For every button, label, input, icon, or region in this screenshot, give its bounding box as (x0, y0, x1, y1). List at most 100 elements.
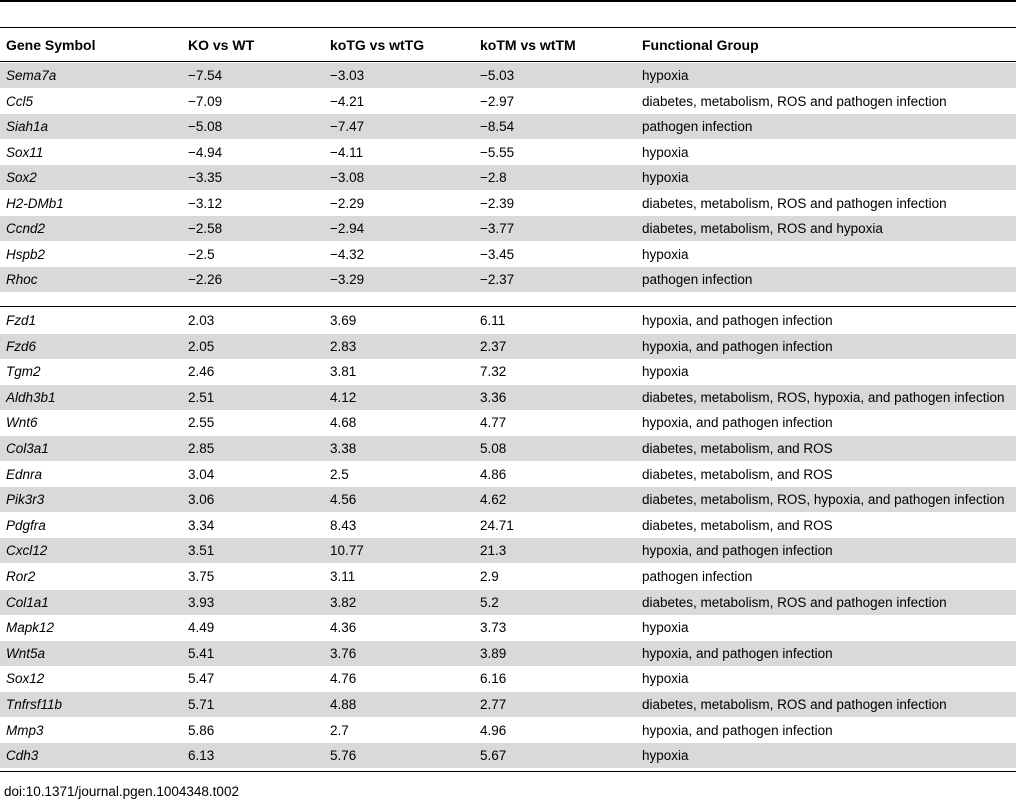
header-top-rule (0, 27, 1016, 28)
cell-gene-symbol: Ednra (6, 466, 43, 482)
table-row: Col1a1 3.93 3.82 5.2 diabetes, metabolism, R… (0, 589, 1016, 615)
cell-kotm-vs-wttm: −8.54 (480, 119, 515, 134)
table-row: Ccnd2 −2.58 −2.94 −3.77 diabetes, metabolism… (0, 216, 1016, 241)
cell-kotm-vs-wttm: 3.36 (480, 389, 507, 405)
cell-kotg-vs-wttg: 4.36 (330, 620, 357, 636)
cell-ko-vs-wt: 5.41 (188, 645, 215, 661)
cell-ko-vs-wt: 3.04 (188, 466, 215, 482)
table-row: Mapk12 4.49 4.36 3.73 hypoxia (0, 615, 1016, 640)
cell-kotg-vs-wttg: −4.21 (330, 93, 365, 109)
cell-gene-symbol: Siah1a (6, 119, 49, 134)
cell-kotg-vs-wttg: 4.76 (330, 671, 357, 687)
cell-ko-vs-wt: −2.5 (188, 246, 215, 262)
table-row: Sox11 −4.94 −4.11 −5.55 hypoxia (0, 140, 1016, 165)
cell-functional-group: diabetes, metabolism, and ROS (642, 466, 833, 482)
cell-functional-group: hypoxia (642, 671, 689, 687)
cell-kotm-vs-wttm: 4.62 (480, 492, 507, 508)
cell-functional-group: diabetes, metabolism, ROS and pathogen i… (642, 697, 947, 712)
cell-gene-symbol: H2-DMb1 (6, 195, 64, 211)
cell-gene-symbol: Fzd6 (6, 338, 37, 354)
cell-ko-vs-wt: 5.71 (188, 697, 215, 712)
table-row: Cdh3 6.13 5.76 5.67 hypoxia (0, 743, 1016, 769)
cell-ko-vs-wt: −3.12 (188, 195, 223, 211)
cell-ko-vs-wt: −3.35 (188, 170, 223, 185)
table-row: Sox2 −3.35 −3.08 −2.8 hypoxia (0, 165, 1016, 190)
cell-functional-group: pathogen infection (642, 119, 753, 134)
cell-functional-group: diabetes, metabolism, ROS and hypoxia (642, 221, 883, 236)
cell-ko-vs-wt: 3.34 (188, 517, 215, 533)
cell-kotg-vs-wttg: 4.88 (330, 697, 357, 712)
cell-gene-symbol: Ccnd2 (6, 221, 46, 236)
cell-kotg-vs-wttg: −3.03 (330, 68, 365, 83)
cell-ko-vs-wt: −2.26 (188, 272, 223, 287)
cell-ko-vs-wt: 2.51 (188, 389, 215, 405)
cell-gene-symbol: Pdgfra (6, 517, 46, 533)
cell-ko-vs-wt: 2.03 (188, 313, 215, 328)
table-row: H2-DMb1 −3.12 −2.29 −2.39 diabetes, metaboli… (0, 191, 1016, 216)
cell-kotm-vs-wttm: −3.77 (480, 221, 515, 236)
cell-kotg-vs-wttg: 3.81 (330, 364, 357, 380)
cell-functional-group: hypoxia (642, 620, 689, 636)
cell-ko-vs-wt: 4.49 (188, 620, 215, 636)
table-top-rule (0, 0, 1016, 2)
table-row: Sema7a −7.54 −3.03 −5.03 hypoxia (0, 63, 1016, 88)
cell-functional-group: hypoxia, and pathogen infection (642, 543, 833, 559)
cell-kotg-vs-wttg: 3.76 (330, 645, 357, 661)
cell-kotm-vs-wttm: 2.9 (480, 569, 499, 584)
cell-functional-group: hypoxia (642, 364, 689, 380)
cell-functional-group: hypoxia, and pathogen infection (642, 415, 833, 431)
cell-kotg-vs-wttg: 10.77 (330, 543, 364, 559)
cell-ko-vs-wt: 6.13 (188, 748, 215, 764)
cell-functional-group: diabetes, metabolism, and ROS (642, 517, 833, 533)
cell-gene-symbol: Mapk12 (6, 620, 55, 636)
cell-kotm-vs-wttm: 5.08 (480, 441, 507, 456)
cell-functional-group: hypoxia (642, 68, 689, 83)
table-row: Ednra 3.04 2.5 4.86 diabetes, metabolism, an… (0, 462, 1016, 487)
table-row: Ror2 3.75 3.11 2.9 pathogen infection (0, 564, 1016, 589)
cell-ko-vs-wt: −2.58 (188, 221, 223, 236)
cell-functional-group: hypoxia, and pathogen infection (642, 313, 833, 328)
cell-kotm-vs-wttm: −2.39 (480, 195, 515, 211)
cell-kotg-vs-wttg: 3.38 (330, 441, 357, 456)
cell-kotg-vs-wttg: 3.11 (330, 569, 356, 584)
cell-kotm-vs-wttm: 24.71 (480, 517, 514, 533)
doi-caption: doi:10.1371/journal.pgen.1004348.t002 (4, 784, 239, 799)
column-header-gene-symbol: Gene Symbol (6, 37, 96, 53)
header-bottom-rule (0, 61, 1016, 62)
cell-gene-symbol: Fzd1 (6, 313, 37, 328)
cell-kotg-vs-wttg: −4.11 (330, 144, 364, 160)
cell-functional-group: pathogen infection (642, 569, 753, 584)
cell-kotg-vs-wttg: 8.43 (330, 517, 357, 533)
cell-ko-vs-wt: 2.46 (188, 364, 215, 380)
cell-functional-group: diabetes, metabolism, ROS, hypoxia, and … (642, 389, 1005, 405)
cell-kotm-vs-wttm: −5.55 (480, 144, 515, 160)
table-row: Fzd6 2.05 2.83 2.37 hypoxia, and pathogen in… (0, 333, 1016, 359)
cell-ko-vs-wt: −4.94 (188, 144, 223, 160)
cell-kotm-vs-wttm: 2.77 (480, 697, 507, 712)
cell-functional-group: hypoxia (642, 246, 689, 262)
cell-ko-vs-wt: 2.55 (188, 415, 215, 431)
cell-kotm-vs-wttm: 7.32 (480, 364, 507, 380)
cell-ko-vs-wt: −7.09 (188, 93, 223, 109)
cell-functional-group: hypoxia, and pathogen infection (642, 645, 833, 661)
cell-kotm-vs-wttm: 4.77 (480, 415, 507, 431)
cell-gene-symbol: Ror2 (6, 569, 36, 584)
cell-kotm-vs-wttm: −2.8 (480, 170, 507, 185)
table-bottom-rule (0, 771, 1016, 772)
cell-kotm-vs-wttm: 21.3 (480, 543, 507, 559)
table-row: Mmp3 5.86 2.7 4.96 hypoxia, and pathogen inf… (0, 718, 1016, 743)
cell-gene-symbol: Cxcl12 (6, 543, 48, 559)
cell-kotg-vs-wttg: 3.69 (330, 313, 357, 328)
cell-functional-group: diabetes, metabolism, ROS, hypoxia, and … (642, 492, 1005, 508)
table-row: Aldh3b1 2.51 4.12 3.36 diabetes, metabolism,… (0, 384, 1016, 410)
cell-gene-symbol: Col3a1 (6, 441, 49, 456)
cell-kotg-vs-wttg: −3.08 (330, 170, 365, 185)
cell-kotm-vs-wttm: −2.37 (480, 272, 515, 287)
cell-functional-group: hypoxia, and pathogen infection (642, 338, 833, 354)
cell-kotg-vs-wttg: −2.29 (330, 195, 365, 211)
cell-kotm-vs-wttm: 6.16 (480, 671, 507, 687)
cell-ko-vs-wt: 3.93 (188, 594, 215, 610)
cell-ko-vs-wt: −5.08 (188, 119, 223, 134)
cell-functional-group: diabetes, metabolism, and ROS (642, 441, 833, 456)
cell-gene-symbol: Tnfrsf11b (6, 697, 63, 712)
